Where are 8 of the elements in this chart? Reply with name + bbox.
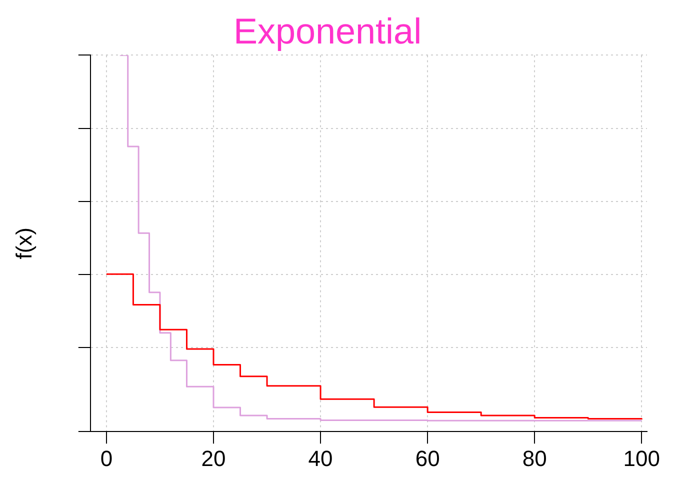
chart-title: Exponential	[233, 10, 422, 52]
x-tick-label: 20	[201, 446, 226, 471]
x-tick-label: 100	[623, 446, 660, 471]
x-tick-label: 80	[522, 446, 547, 471]
x-tick-label: 40	[308, 446, 333, 471]
y-axis-title: f(x)	[11, 228, 36, 260]
x-tick-label: 0	[100, 446, 113, 471]
x-tick-label: 60	[415, 446, 440, 471]
